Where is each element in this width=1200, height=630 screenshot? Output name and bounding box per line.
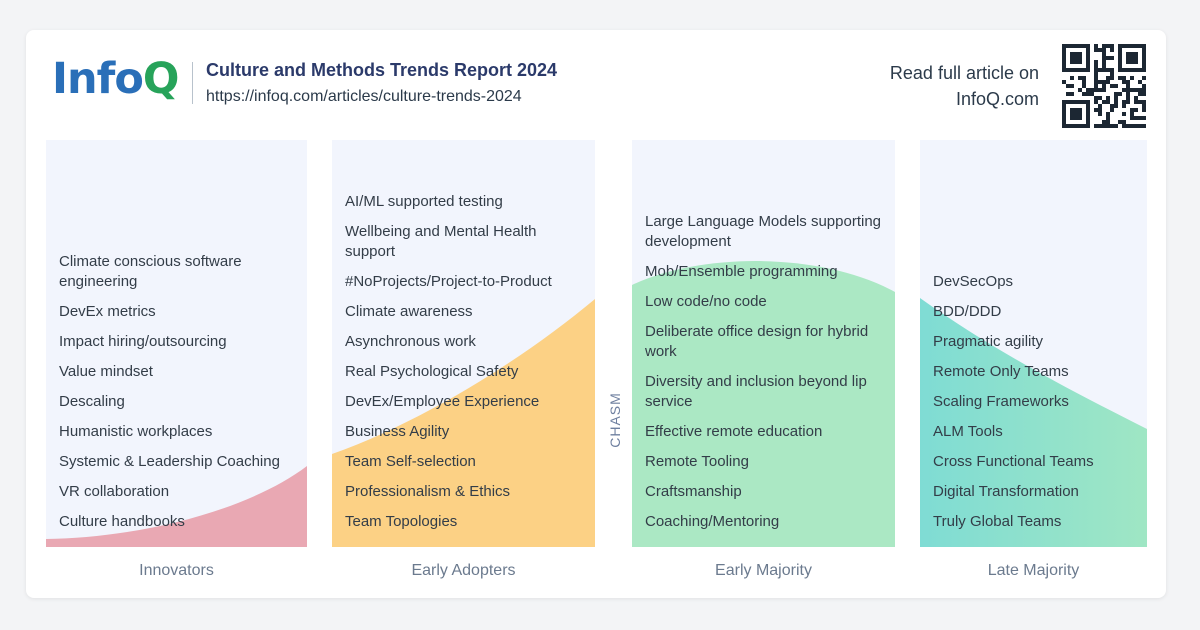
trend-item: Deliberate office design for hybrid work	[645, 323, 869, 360]
trend-item: Business Agility	[345, 423, 450, 440]
trend-item: Truly Global Teams	[933, 513, 1062, 530]
trend-item: Cross Functional Teams	[933, 453, 1094, 470]
items-late-majority: DevSecOps BDD/DDD Pragmatic agility Remote …	[920, 262, 1147, 532]
trend-item: Impact hiring/outsourcing	[59, 333, 227, 350]
trend-item: #NoProjects/Project-to-Product	[345, 273, 552, 290]
trend-item: Real Psychological Safety	[345, 363, 519, 380]
column-innovators: Climate conscious software engineering De…	[46, 140, 307, 547]
cta-line-2: InfoQ.com	[955, 89, 1039, 109]
trend-item: Digital Transformation	[933, 483, 1079, 500]
adoption-curve-innovators	[46, 466, 307, 547]
cta-line-1: Read full article on	[889, 63, 1039, 83]
trend-item: Remote Tooling	[645, 453, 749, 470]
column-early-adopters: AI/ML supported testing Wellbeing and Men…	[332, 140, 595, 547]
column-early-majority: Large Language Models supporting develop…	[632, 140, 895, 547]
trend-item: Scaling Frameworks	[933, 393, 1069, 410]
trend-item: Mob/Ensemble programming	[645, 263, 838, 280]
trend-item: Climate awareness	[345, 303, 473, 320]
trend-item: BDD/DDD	[933, 303, 1002, 320]
trend-item: Asynchronous work	[345, 333, 476, 350]
trend-item: Wellbeing and Mental Health support	[345, 223, 537, 260]
label-innovators: Innovators	[139, 562, 214, 579]
trend-item: DevEx metrics	[59, 303, 156, 320]
header-divider	[192, 62, 193, 104]
label-early-adopters: Early Adopters	[411, 562, 516, 579]
trend-item: DevSecOps	[933, 273, 1014, 290]
trend-item: Systemic & Leadership Coaching	[59, 453, 280, 470]
label-early-majority: Early Majority	[715, 562, 812, 579]
trend-item: Humanistic workplaces	[59, 423, 213, 440]
items-early-adopters: AI/ML supported testing Wellbeing and Men…	[332, 182, 595, 532]
report-title: Culture and Methods Trends Report 2024	[206, 60, 558, 80]
qr-code-icon[interactable]	[1062, 44, 1146, 128]
items-innovators: Climate conscious software engineering De…	[46, 242, 307, 532]
trend-item: Diversity and inclusion beyond lip servi…	[645, 373, 867, 410]
trend-item: Value mindset	[59, 363, 153, 380]
trend-item: ALM Tools	[933, 423, 1003, 440]
trend-item: Craftsmanship	[645, 483, 742, 500]
trend-item: Remote Only Teams	[933, 363, 1069, 380]
trend-item: Pragmatic agility	[933, 333, 1044, 350]
read-article-cta[interactable]: Read full article on InfoQ.com	[890, 60, 1039, 112]
trend-item: AI/ML supported testing	[345, 193, 503, 210]
items-early-majority: Large Language Models supporting develop…	[632, 202, 895, 532]
trend-item: Culture handbooks	[59, 513, 185, 530]
adoption-curve-late-majority	[920, 298, 1147, 547]
trend-item: Low code/no code	[645, 293, 767, 310]
trend-item: Descaling	[59, 393, 125, 410]
logo-text-q: Q	[142, 54, 180, 104]
label-late-majority: Late Majority	[987, 562, 1080, 579]
trend-item: Climate conscious software engineering	[59, 253, 242, 290]
trend-item: Effective remote education	[645, 423, 823, 440]
adoption-curve-early-adopters	[332, 299, 595, 547]
column-late-majority: DevSecOps BDD/DDD Pragmatic agility Remote …	[920, 140, 1147, 547]
logo-text-info: Info	[52, 54, 144, 104]
chasm-label: CHASM	[607, 392, 623, 448]
trend-item: Team Self-selection	[345, 453, 476, 470]
trend-item: VR collaboration	[59, 483, 170, 500]
trend-item: Coaching/Mentoring	[645, 513, 780, 530]
article-url[interactable]: https://infoq.com/articles/culture-trend…	[206, 88, 522, 105]
trend-item: Professionalism & Ethics	[345, 483, 511, 500]
infoq-logo[interactable]: InfoQ	[52, 58, 179, 101]
trend-item: Large Language Models supporting develop…	[645, 213, 882, 250]
adoption-curve-early-majority	[632, 261, 895, 547]
trend-item: DevEx/Employee Experience	[345, 393, 540, 410]
trend-item: Team Topologies	[345, 513, 458, 530]
